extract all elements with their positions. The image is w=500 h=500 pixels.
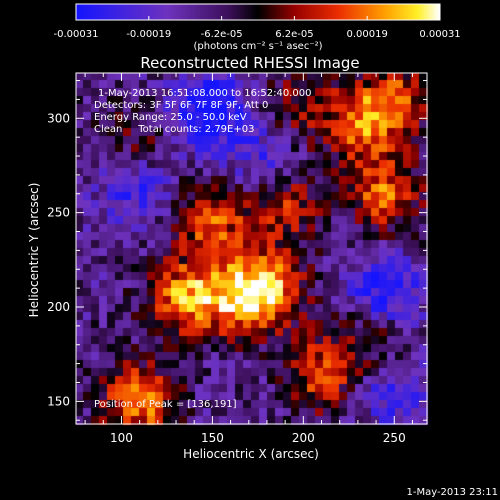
rhessi-image-canvas bbox=[0, 0, 500, 500]
